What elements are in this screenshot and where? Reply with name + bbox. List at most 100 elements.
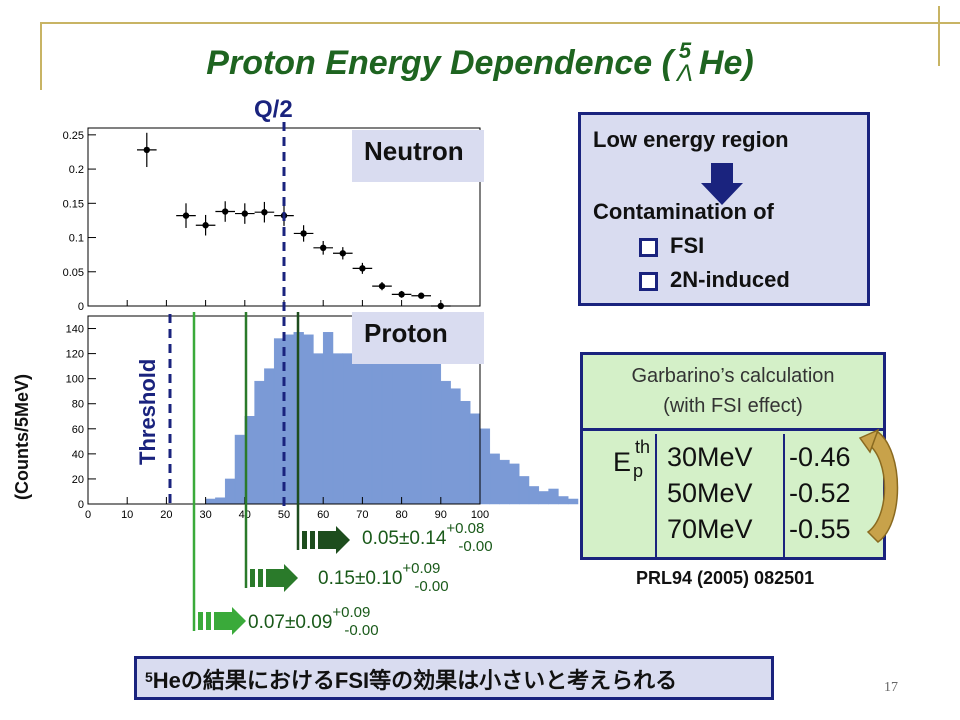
value-cell: -0.46 [789, 442, 851, 472]
data-point [437, 302, 444, 310]
fsi-item: FSI [639, 233, 704, 259]
data-point [339, 250, 346, 257]
title-subscript: Λ [676, 60, 693, 87]
low-energy-title: Low energy region [593, 127, 789, 152]
histogram-bar [342, 353, 353, 505]
data-point [143, 146, 150, 154]
histogram-bar [205, 498, 216, 505]
energy-cell: 70MeV [667, 514, 753, 544]
histogram-bar [499, 459, 510, 505]
calc-header-line1: Garbarino’s calculation [631, 365, 835, 387]
result-label-30: 0.07±0.09 +0.09 -0.00 [248, 604, 392, 639]
histogram-bar [234, 434, 246, 505]
conclusion-superscript: 5 [145, 669, 153, 685]
histogram-bar [224, 478, 236, 505]
proton-label: Proton [352, 312, 484, 364]
title-superscript: 5 [678, 38, 692, 63]
histogram-bar [215, 497, 226, 505]
histogram-bar [401, 355, 412, 505]
energy-column: 30MeV 50MeV 70MeV [667, 439, 753, 547]
result-arrow-icon [266, 564, 298, 592]
ep-superscript: th [635, 437, 651, 457]
histogram-bar [303, 334, 314, 505]
y-tick-label: 0.25 [63, 130, 84, 142]
reference-citation: PRL94 (2005) 082501 [636, 568, 815, 588]
arrow-stripe [310, 531, 315, 549]
result-error-up: +0.09 [402, 560, 441, 577]
calc-header-line2: (with FSI effect) [663, 395, 803, 417]
frame-left-line [40, 22, 42, 90]
histogram-bar [371, 343, 383, 505]
x-tick-label: 20 [160, 509, 172, 521]
x-tick-label: 60 [317, 509, 329, 521]
x-tick-label: 30 [199, 509, 211, 521]
value-column: -0.46 -0.52 -0.55 [789, 439, 851, 547]
title-end: He) [698, 44, 754, 82]
histogram-bar [254, 380, 265, 505]
data-point [320, 244, 327, 252]
frame-top-line [40, 22, 960, 24]
histogram-bar [332, 353, 344, 505]
histogram-bar [391, 343, 402, 505]
result-value: 0.07±0.09 [248, 612, 333, 633]
arrow-stripe [198, 612, 203, 630]
value-cell: -0.55 [789, 514, 851, 544]
y-tick-label: 60 [72, 424, 84, 436]
data-point [359, 265, 366, 272]
arrow-stripe [302, 531, 307, 549]
neutron-label: Neutron [352, 130, 484, 182]
histogram-bar [283, 334, 295, 505]
result-value: 0.15±0.10 [318, 568, 403, 589]
ep-letter: E [613, 447, 632, 477]
y-tick-label: 0.15 [63, 198, 84, 210]
x-tick-label: 0 [85, 509, 91, 521]
x-tick-label: 10 [121, 509, 133, 521]
result-error-down: -0.00 [344, 622, 379, 639]
data-point [398, 291, 405, 298]
data-point [222, 208, 229, 215]
2n-label: 2N-induced [670, 267, 790, 292]
histogram-bar [548, 488, 559, 505]
result-label-50: 0.15±0.10 +0.09 -0.00 [318, 560, 462, 595]
histogram-bar [430, 363, 442, 505]
result-error-up: +0.09 [332, 604, 371, 621]
data-point [378, 282, 386, 290]
result-error-up: +0.08 [446, 520, 485, 537]
proton-plot: 0204060801001201400102030405060708090100 [66, 315, 579, 521]
x-tick-label: 50 [278, 509, 290, 521]
data-point [300, 230, 307, 237]
histogram-bar [489, 453, 500, 505]
histogram-bar [322, 332, 334, 505]
histogram-bar [509, 463, 520, 505]
histogram-bar [460, 400, 471, 505]
x-tick-label: 90 [435, 509, 447, 521]
result-errors: +0.09 -0.00 [332, 604, 392, 639]
y-tick-label: 140 [66, 324, 84, 336]
slide-title: Proton Energy Dependence (5 Λ He) [60, 38, 900, 87]
data-point [241, 210, 248, 217]
y-axis-label: (Counts/5MeV) [12, 374, 32, 500]
result-errors: +0.08 -0.00 [446, 520, 506, 555]
result-errors: +0.09 -0.00 [402, 560, 462, 595]
ep-subscript: p [633, 461, 644, 481]
result-arrow-icon [214, 607, 246, 635]
x-tick-label: 100 [471, 509, 489, 521]
energy-cell: 30MeV [667, 442, 753, 472]
result-error-down: -0.00 [458, 538, 493, 555]
checkbox-icon [639, 271, 658, 291]
calculation-header: Garbarino’s calculation (with FSI effect… [583, 355, 883, 431]
checkbox-icon [639, 237, 658, 257]
y-tick-label: 0 [78, 499, 84, 511]
conclusion-box: 5Heの結果におけるFSI等の効果は小さいと考えられる [134, 656, 774, 700]
data-point [418, 292, 425, 299]
histogram-bar [479, 428, 491, 505]
histogram-bar [518, 476, 530, 505]
x-tick-label: 70 [356, 509, 368, 521]
y-tick-label: 120 [66, 349, 84, 361]
value-cell: -0.52 [789, 478, 851, 508]
fsi-label: FSI [670, 233, 705, 258]
histogram-bar [313, 353, 324, 505]
result-value: 0.05±0.14 [362, 528, 447, 549]
